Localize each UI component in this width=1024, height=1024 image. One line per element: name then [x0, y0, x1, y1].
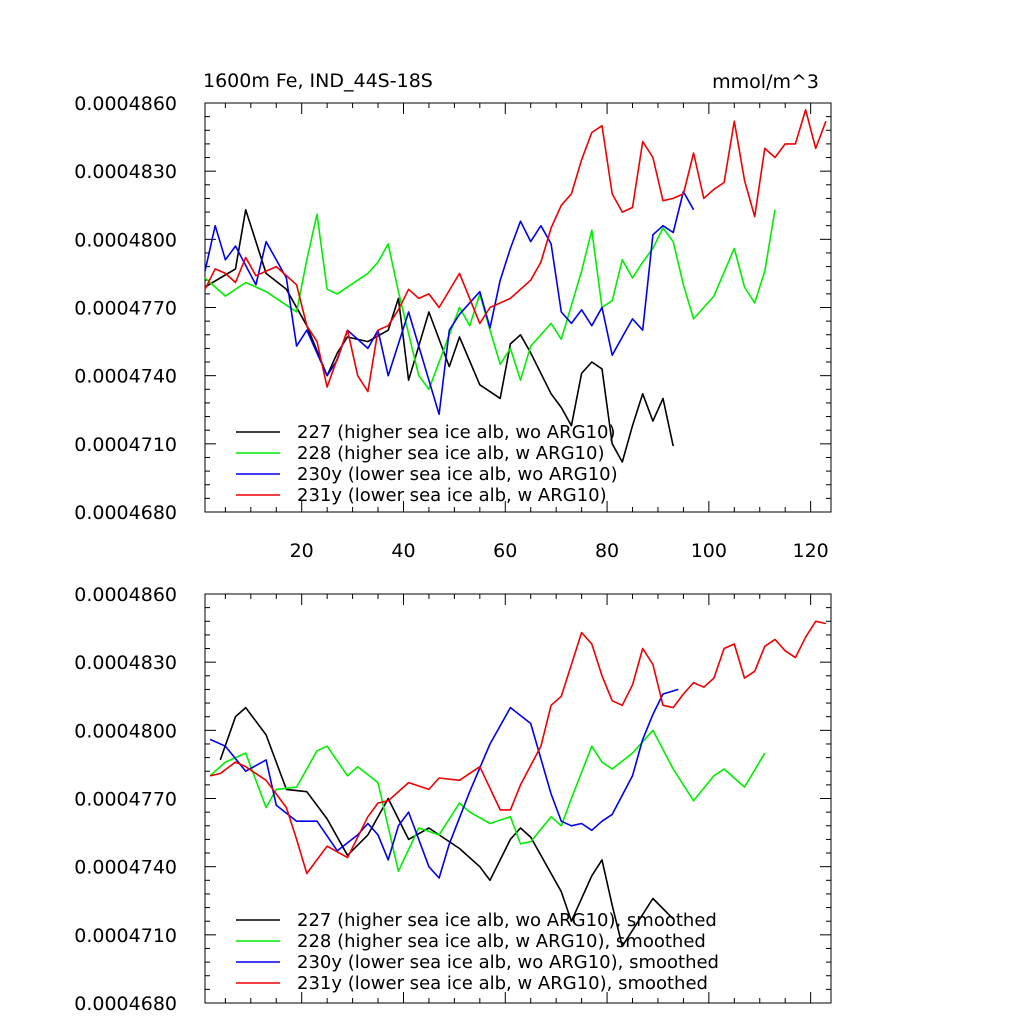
legend-label-228-smoothed: 228 (higher sea ice alb, w ARG10), smoot… — [297, 931, 706, 952]
x-tick-label: 80 — [595, 540, 619, 562]
legend-bottom: 227 (higher sea ice alb, wo ARG10), smoo… — [236, 910, 719, 994]
y-tick-label: 0.0004800 — [74, 229, 177, 251]
y-tick-label: 0.0004680 — [74, 993, 177, 1015]
y-tick-label: 0.0004830 — [74, 161, 177, 183]
legend-label-230y-smoothed: 230y (lower sea ice alb, wo ARG10), smoo… — [297, 952, 719, 973]
legend-label-227-smoothed: 227 (higher sea ice alb, wo ARG10), smoo… — [297, 910, 717, 931]
top-panel-raw: 1600m Fe, IND_44S-18S mmol/m^3 0.0004680… — [74, 70, 832, 562]
x-tick-label: 60 — [493, 540, 517, 562]
legend-label-230y: 230y (lower sea ice alb, wo ARG10) — [297, 464, 618, 485]
series-line-228 — [209, 729, 766, 873]
series-line-228 — [204, 209, 776, 391]
bottom-panel-smoothed: 0.0004680 0.0004710 0.0004740 0.0004770 0.00… — [74, 584, 832, 1015]
y-tick-label: 0.0004830 — [74, 652, 177, 674]
legend-label-227: 227 (higher sea ice alb, wo ARG10) — [297, 422, 616, 443]
y-tick-label: 0.0004860 — [74, 93, 177, 115]
x-tick-label: 40 — [391, 540, 415, 562]
legend-label-228: 228 (higher sea ice alb, w ARG10) — [297, 443, 604, 464]
series-line-230y — [204, 190, 695, 416]
plot-area-bottom: 0.0004680 0.0004710 0.0004740 0.0004770 0.00… — [74, 584, 832, 1015]
series-line-231y — [209, 620, 827, 875]
series-line-227 — [219, 706, 674, 948]
y-tick-label: 0.0004680 — [74, 502, 177, 524]
series-line-227 — [204, 209, 674, 463]
series-line-231y — [204, 109, 827, 393]
y-tick-label: 0.0004860 — [74, 584, 177, 606]
y-tick-label: 0.0004710 — [74, 434, 177, 456]
y-tick-label: 0.0004710 — [74, 925, 177, 947]
chart-title: 1600m Fe, IND_44S-18S — [203, 70, 433, 92]
x-tick-label: 120 — [793, 540, 829, 562]
legend-label-231y: 231y (lower sea ice alb, w ARG10) — [297, 485, 607, 506]
legend-label-231y-smoothed: 231y (lower sea ice alb, w ARG10), smoot… — [297, 973, 708, 994]
x-tick-label: 20 — [290, 540, 314, 562]
units-label: mmol/m^3 — [712, 71, 819, 93]
y-tick-label: 0.0004770 — [74, 298, 177, 320]
legend-top: 227 (higher sea ice alb, wo ARG10) 228 (… — [236, 422, 618, 506]
y-tick-label: 0.0004740 — [74, 857, 177, 879]
y-tick-label: 0.0004770 — [74, 789, 177, 811]
series-line-230y — [209, 688, 679, 879]
x-tick-label: 100 — [691, 540, 727, 562]
plot-area-top: 0.0004680 0.0004710 0.0004740 0.0004770 0.00… — [74, 93, 832, 562]
y-tick-label: 0.0004800 — [74, 720, 177, 742]
y-tick-label: 0.0004740 — [74, 366, 177, 388]
